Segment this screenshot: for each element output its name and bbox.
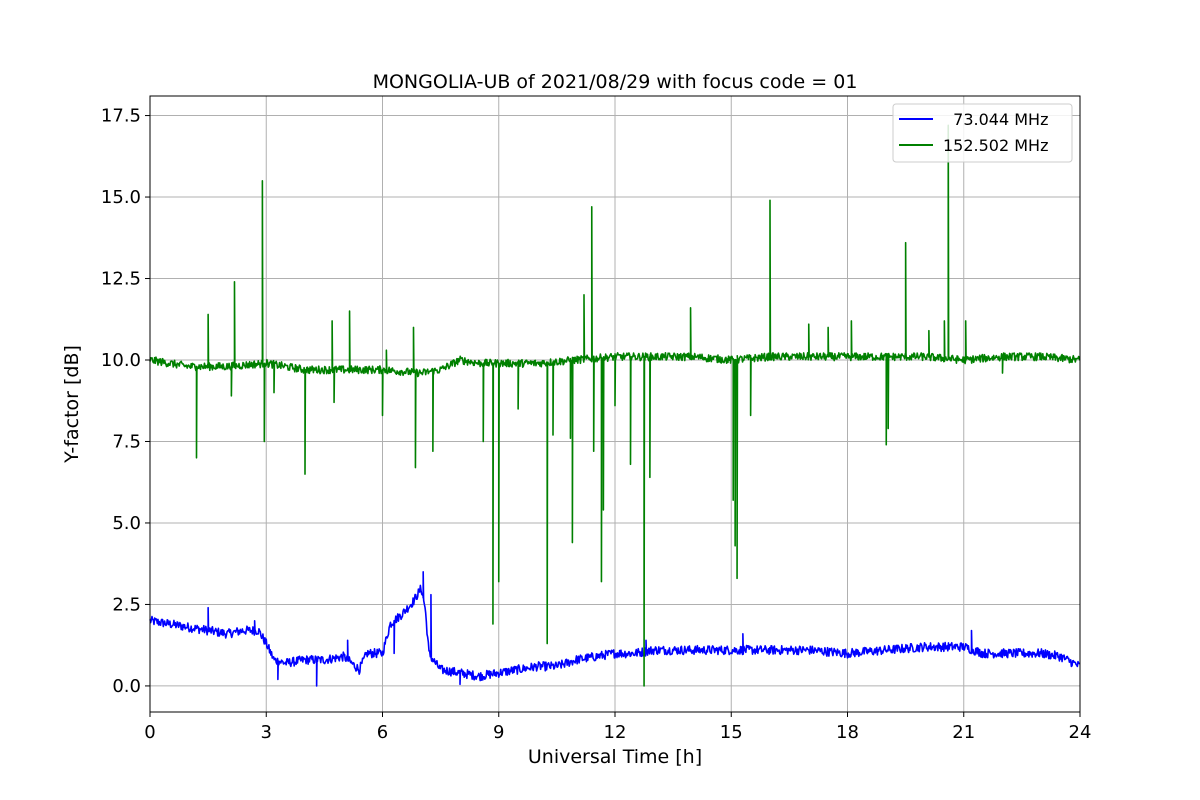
y-tick-label: 2.5 <box>112 594 141 615</box>
x-tick-label: 21 <box>952 722 975 743</box>
legend: 73.044 MHz 152.502 MHz <box>892 103 1073 163</box>
y-tick-label: 12.5 <box>101 269 141 290</box>
y-tick-label: 5.0 <box>112 513 141 534</box>
y-tick-label: 7.5 <box>112 431 141 452</box>
x-tick-label: 0 <box>144 722 155 743</box>
legend-label-152mhz: 152.502 MHz <box>943 136 1048 155</box>
x-tick-label: 9 <box>493 722 504 743</box>
legend-box <box>892 103 1073 163</box>
series-73mhz-line <box>149 571 1081 687</box>
series-152mhz-line <box>149 124 1081 687</box>
x-axis-ticks: 0 3 6 9 12 15 18 21 24 <box>144 712 1091 743</box>
series-layer <box>149 124 1081 687</box>
y-axis-ticks: 0.0 2.5 5.0 7.5 10.0 12.5 15.0 17.5 <box>101 106 150 697</box>
y-tick-label: 10.0 <box>101 350 141 371</box>
x-tick-label: 6 <box>377 722 388 743</box>
series-73mhz <box>149 571 1081 687</box>
y-tick-label: 17.5 <box>101 106 141 127</box>
legend-label-73mhz: 73.044 MHz <box>943 110 1048 129</box>
y-tick-label: 0.0 <box>112 676 141 697</box>
y-tick-label: 15.0 <box>101 187 141 208</box>
x-tick-label: 3 <box>261 722 272 743</box>
x-tick-label: 12 <box>604 722 627 743</box>
x-tick-label: 24 <box>1069 722 1092 743</box>
chart-title: MONGOLIA-UB of 2021/08/29 with focus cod… <box>373 71 858 93</box>
x-tick-label: 18 <box>836 722 859 743</box>
y-axis-label: Y-factor [dB] <box>61 345 83 464</box>
series-152mhz <box>149 124 1081 687</box>
x-axis-label: Universal Time [h] <box>528 746 702 768</box>
x-tick-label: 15 <box>720 722 743 743</box>
